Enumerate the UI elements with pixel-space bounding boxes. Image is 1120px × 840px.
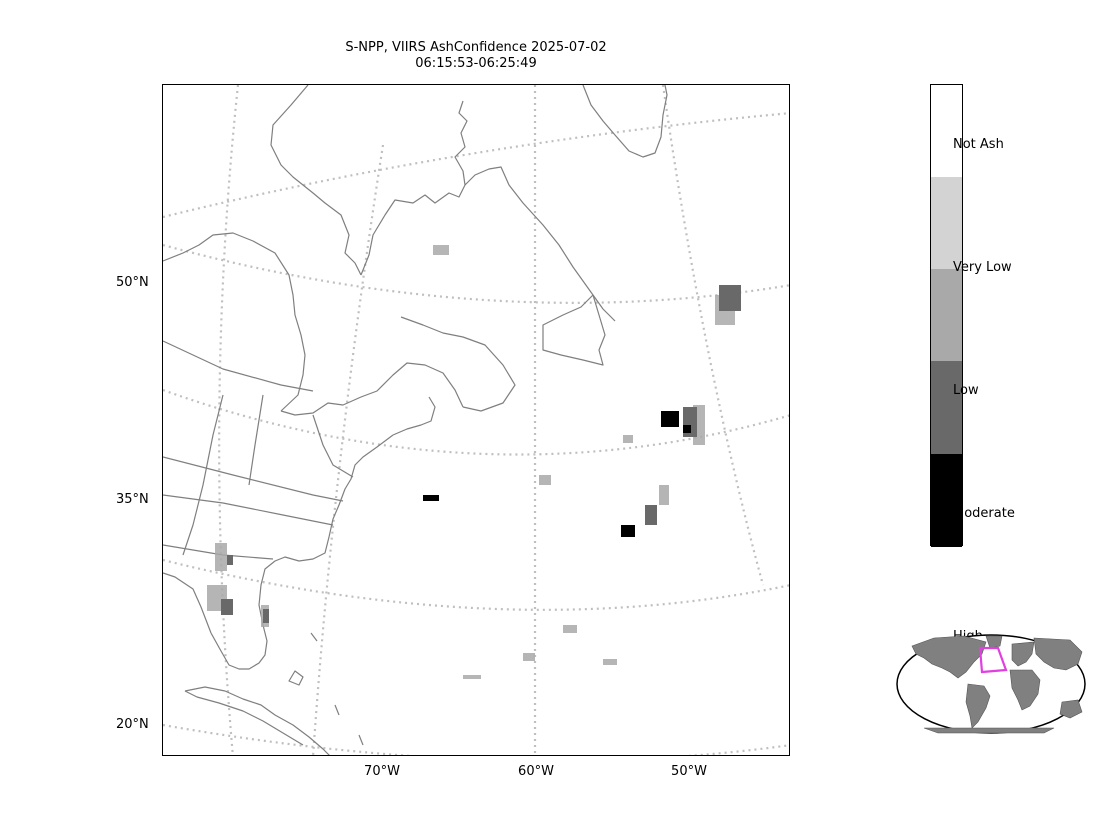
coastline (582, 85, 668, 158)
ash-low-pixels (207, 245, 735, 679)
map-title-line1: S-NPP, VIIRS AshConfidence 2025-07-02 (345, 40, 607, 55)
inset-extent-box (978, 646, 1008, 674)
ash-pixel (463, 675, 481, 679)
land-greenland (985, 635, 1003, 649)
state-border (163, 340, 314, 392)
land-africa (1009, 669, 1041, 711)
ash-pixel (423, 495, 439, 501)
colorbar-label-not-ash: Not Ash (953, 137, 1004, 152)
coastline (210, 434, 394, 670)
state-border (163, 456, 344, 502)
meridian-line (218, 85, 240, 755)
inset-globe-canvas (896, 634, 1086, 734)
coastline (288, 670, 304, 686)
map-title: S-NPP, VIIRS AshConfidence 2025-07-02 06… (162, 40, 790, 72)
coastline (334, 704, 340, 716)
coastline (464, 166, 616, 322)
ash-pixel (227, 555, 233, 565)
ash-pixel (221, 599, 233, 615)
coastline (184, 686, 330, 755)
parallel-line (163, 723, 789, 755)
ash-pixel (539, 475, 551, 485)
ash-pixel (623, 435, 633, 443)
map-title-line2: 06:15:53-06:25:49 (415, 56, 537, 71)
land-europe-africa (1011, 641, 1035, 667)
colorbar-segment-very-low (931, 177, 962, 269)
colorbar-segment-moderate (931, 361, 962, 454)
coastline (270, 85, 362, 276)
lon-label-60w: 60°W (518, 764, 554, 779)
ash-pixel (719, 285, 741, 311)
parallel-line (163, 243, 789, 304)
coastline (163, 572, 212, 634)
lat-label-20n: 20°N (116, 717, 149, 732)
lat-label-50n: 50°N (116, 275, 149, 290)
ash-pixel (563, 625, 577, 633)
meridian-line (661, 85, 765, 586)
ash-pixel (645, 505, 657, 525)
land-north-america (911, 635, 987, 679)
ash-pixel (661, 411, 679, 427)
main-map[interactable] (162, 84, 790, 756)
state-border (182, 394, 224, 556)
colorbar (930, 84, 963, 547)
inset-globe-map (894, 632, 1088, 736)
colorbar-segment-not-ash (931, 85, 962, 177)
land-asia (1033, 637, 1083, 671)
colorbar-label-moderate: Moderate (953, 506, 1015, 521)
colorbar-label-very-low: Very Low (953, 260, 1012, 275)
lon-label-50w: 50°W (671, 764, 707, 779)
coastline (400, 316, 516, 412)
coastline (310, 632, 318, 642)
ash-pixel (659, 485, 669, 505)
coastline (184, 690, 304, 746)
coastline (542, 294, 606, 366)
land-south-america (965, 683, 991, 729)
graticule (163, 85, 789, 755)
coastline (358, 734, 364, 746)
ash-pixel (433, 245, 449, 255)
ash-pixel (523, 653, 535, 661)
parallel-line (163, 388, 789, 456)
coastline (360, 100, 468, 276)
state-border (248, 394, 264, 486)
ash-high-pixels (423, 411, 691, 537)
coastlines (163, 85, 668, 755)
lon-label-70w: 70°W (364, 764, 400, 779)
ash-pixel (603, 659, 617, 665)
colorbar-label-low: Low (953, 383, 979, 398)
ash-pixel (683, 425, 691, 433)
land-australia (1059, 699, 1083, 719)
ash-pixel (263, 609, 269, 623)
colorbar-segment-high (931, 454, 962, 547)
inset-land (911, 635, 1083, 734)
land-antarctica (923, 727, 1055, 734)
coastline (392, 396, 436, 436)
lat-label-35n: 35°N (116, 492, 149, 507)
ash-swath (207, 245, 741, 679)
state-border (312, 414, 354, 478)
main-map-canvas (163, 85, 789, 755)
colorbar-segment-low (931, 269, 962, 361)
ash-pixel (215, 543, 227, 571)
coastline (280, 362, 464, 416)
parallel-line (163, 112, 789, 219)
ash-pixel (621, 525, 635, 537)
state-border (163, 494, 334, 526)
parallel-line (163, 558, 789, 611)
coastline (163, 232, 306, 412)
